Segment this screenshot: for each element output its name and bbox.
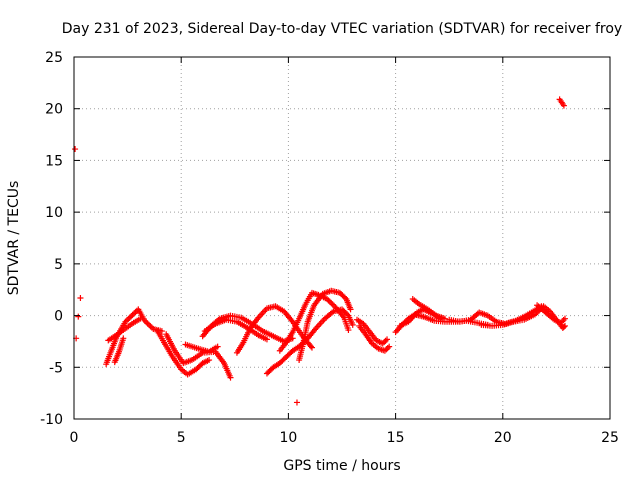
outlier-point — [75, 313, 82, 320]
y-tick-label: -5 — [49, 360, 63, 376]
y-tick-label: 10 — [45, 205, 63, 221]
y-tick-label: 20 — [45, 102, 63, 118]
data-point — [128, 313, 135, 320]
data-point — [125, 316, 132, 323]
data-point — [146, 321, 153, 328]
data-point — [345, 327, 352, 334]
data-point — [381, 339, 388, 346]
data-point — [144, 320, 151, 327]
x-tick-label: 5 — [177, 430, 186, 446]
data-point — [328, 300, 335, 307]
data-point — [383, 346, 390, 353]
data-point — [560, 102, 567, 109]
chart-title: Day 231 of 2023, Sidereal Day-to-day VTE… — [62, 21, 622, 37]
data-point — [349, 321, 356, 328]
data-point — [214, 343, 221, 350]
y-tick-label: 0 — [54, 309, 63, 325]
y-axis-label: SDTVAR / TECUs — [6, 181, 22, 296]
data-point — [326, 298, 333, 305]
data-point — [560, 323, 567, 330]
data-point — [206, 357, 213, 364]
y-tick-label: 15 — [45, 153, 63, 169]
data-point — [441, 315, 448, 322]
outlier-point — [72, 146, 79, 153]
data-point — [347, 306, 354, 313]
data-point — [561, 315, 568, 322]
data-point — [131, 310, 138, 317]
outlier-point — [77, 294, 84, 301]
grid — [74, 57, 610, 419]
y-tick-label: 5 — [54, 257, 63, 273]
data-point — [307, 343, 314, 350]
data-point — [384, 336, 391, 343]
data-point — [561, 322, 568, 329]
y-tick-label: 25 — [45, 50, 63, 66]
data-point — [386, 343, 393, 350]
data-point — [227, 374, 234, 381]
x-tick-label: 10 — [279, 430, 297, 446]
data-points — [72, 96, 568, 406]
x-axis-label: GPS time / hours — [283, 458, 400, 474]
data-point — [263, 336, 270, 343]
y-tick-label: -10 — [40, 412, 63, 428]
x-tick-label: 0 — [70, 430, 79, 446]
x-tick-label: 25 — [601, 430, 619, 446]
x-tick-label: 20 — [494, 430, 512, 446]
outlier-point — [293, 399, 300, 406]
data-point — [126, 314, 133, 321]
data-point — [129, 311, 136, 318]
data-point — [137, 315, 144, 322]
plot-frame — [73, 56, 611, 420]
data-point — [120, 335, 127, 342]
data-point — [132, 309, 139, 316]
x-tick-label: 15 — [387, 430, 405, 446]
data-point — [329, 301, 336, 308]
data-point — [308, 344, 315, 351]
data-point — [147, 323, 154, 330]
data-point — [344, 311, 351, 318]
axis-ticks: 0 5 10 15 20 25 -10 -5 0 5 10 15 20 25 — [40, 50, 619, 446]
